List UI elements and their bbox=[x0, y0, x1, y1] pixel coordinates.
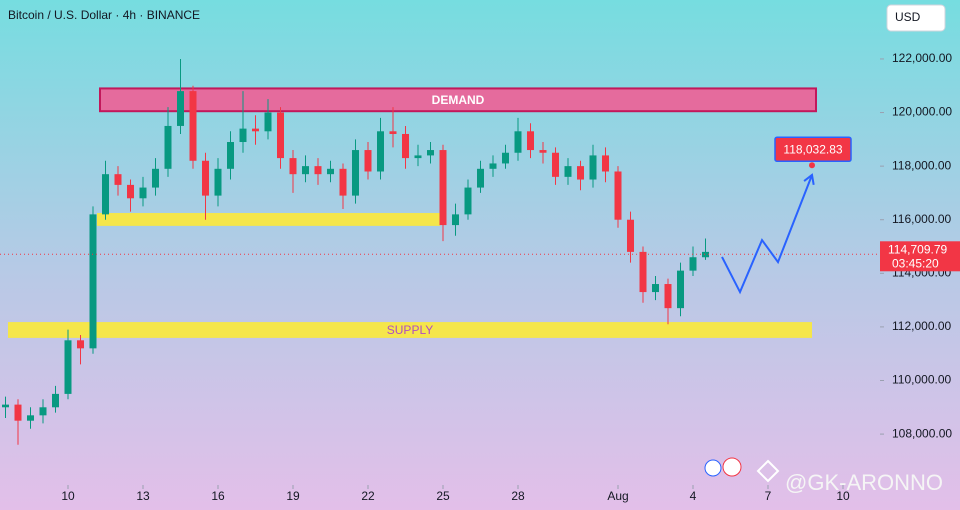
zone bbox=[8, 322, 812, 338]
candle-body bbox=[639, 251, 647, 293]
candle-body bbox=[602, 155, 609, 172]
last-price-label: 114,709.79 bbox=[888, 242, 947, 256]
candle-body bbox=[489, 163, 497, 169]
candle-body bbox=[464, 187, 472, 215]
candle-body bbox=[577, 166, 584, 180]
zone-label: DEMAND bbox=[432, 93, 485, 107]
candle-body bbox=[352, 150, 359, 196]
candle-body bbox=[227, 142, 234, 169]
candle-body bbox=[564, 166, 572, 177]
candle-body bbox=[239, 128, 247, 143]
zone-label: SUPPLY bbox=[387, 323, 433, 337]
x-tick-label: 22 bbox=[361, 489, 375, 503]
y-tick-label: 108,000.00 bbox=[892, 426, 952, 440]
chart-title: Bitcoin / U.S. Dollar · 4h · BINANCE bbox=[8, 8, 200, 22]
candle-body bbox=[264, 112, 272, 132]
candle-body bbox=[152, 168, 159, 188]
x-tick-label: 7 bbox=[765, 489, 772, 503]
candle-body bbox=[614, 171, 622, 220]
x-tick-label: 28 bbox=[511, 489, 525, 503]
watermark-icons bbox=[704, 457, 780, 483]
candle-body bbox=[502, 152, 509, 164]
candle-body bbox=[214, 168, 222, 196]
watermark: @GK-ARONNO bbox=[785, 470, 943, 495]
candle-body bbox=[127, 184, 134, 199]
candle-body bbox=[89, 214, 97, 349]
candle-body bbox=[77, 340, 84, 349]
candle-body bbox=[377, 131, 384, 172]
currency-button[interactable] bbox=[886, 4, 946, 32]
y-tick-label: 116,000.00 bbox=[892, 212, 951, 226]
x-tick-label: 19 bbox=[286, 489, 300, 503]
x-tick-label: 16 bbox=[211, 489, 225, 503]
candle-body bbox=[64, 340, 72, 394]
y-tick-label: 120,000.00 bbox=[892, 105, 952, 119]
currency-label[interactable]: USD bbox=[895, 10, 921, 24]
candle-body bbox=[102, 174, 109, 215]
candle-body bbox=[139, 187, 147, 199]
countdown-label: 03:45:20 bbox=[892, 256, 939, 270]
candle-body bbox=[14, 404, 22, 421]
candle-body bbox=[477, 168, 484, 188]
target-label: 118,032.83 bbox=[783, 142, 842, 156]
projection-arrowhead bbox=[803, 173, 815, 186]
candle-body bbox=[114, 174, 122, 185]
candle-body bbox=[652, 284, 659, 293]
x-tick-label: 13 bbox=[136, 489, 150, 503]
x-tick-label: 10 bbox=[61, 489, 75, 503]
candle-body bbox=[277, 112, 284, 159]
x-tick-label: 25 bbox=[436, 489, 450, 503]
candle-body bbox=[439, 150, 447, 226]
candle-body bbox=[677, 270, 684, 309]
candle-body bbox=[627, 219, 634, 252]
y-tick-label: 110,000.00 bbox=[892, 373, 951, 387]
candle-body bbox=[452, 214, 459, 226]
candle-body bbox=[177, 91, 184, 126]
candle-body bbox=[289, 158, 297, 175]
candle-body bbox=[327, 168, 334, 175]
candle-body bbox=[302, 166, 309, 175]
target-box bbox=[774, 136, 852, 163]
y-tick-label: 118,000.00 bbox=[892, 158, 951, 172]
y-tick-label: 122,000.00 bbox=[892, 51, 952, 65]
candle-body bbox=[539, 150, 547, 153]
candle-body bbox=[364, 150, 372, 172]
candle-body bbox=[402, 133, 409, 159]
candle-body bbox=[414, 155, 422, 159]
zone bbox=[99, 87, 817, 113]
candle-body bbox=[39, 407, 47, 416]
candle-body bbox=[52, 393, 59, 408]
candle-body bbox=[589, 155, 597, 180]
candle-body bbox=[664, 284, 672, 309]
target-point bbox=[809, 162, 815, 169]
candle-body bbox=[314, 166, 322, 175]
candle-body bbox=[514, 131, 522, 153]
projection-line bbox=[721, 174, 813, 295]
candle-body bbox=[164, 125, 172, 169]
zone bbox=[97, 213, 440, 226]
candle-body bbox=[552, 152, 559, 177]
candle-body bbox=[427, 150, 434, 156]
y-tick-label: 112,000.00 bbox=[892, 319, 951, 333]
candle-body bbox=[1, 404, 9, 408]
x-tick-label: Aug bbox=[607, 489, 628, 503]
candle-body bbox=[189, 91, 197, 161]
candle-body bbox=[527, 131, 534, 151]
candle-body bbox=[27, 415, 34, 421]
candle-body bbox=[702, 251, 709, 258]
candle-body bbox=[202, 160, 209, 196]
candle-body bbox=[689, 257, 697, 271]
last-price-box bbox=[880, 241, 960, 272]
x-tick-label: 4 bbox=[690, 489, 697, 503]
candle-body bbox=[389, 131, 397, 134]
x-tick-label: 10 bbox=[836, 489, 850, 503]
candle-body bbox=[252, 128, 259, 132]
candle-body bbox=[339, 168, 347, 196]
